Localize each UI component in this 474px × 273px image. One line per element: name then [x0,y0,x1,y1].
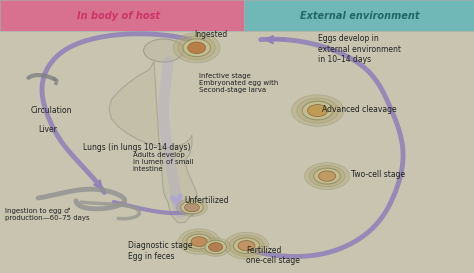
Ellipse shape [308,105,328,117]
Ellipse shape [191,237,207,247]
FancyBboxPatch shape [244,0,474,31]
Circle shape [144,39,183,62]
Ellipse shape [181,201,203,214]
FancyBboxPatch shape [0,0,244,31]
Ellipse shape [224,232,269,259]
Text: Eggs develop in
external environment
in 10–14 days: Eggs develop in external environment in … [318,34,401,64]
Ellipse shape [184,203,200,212]
Ellipse shape [182,232,216,252]
Ellipse shape [297,98,338,123]
Text: Unfertilized: Unfertilized [185,196,229,205]
Ellipse shape [205,240,227,254]
Text: Fertilized
one-cell stage: Fertilized one-cell stage [246,245,301,265]
Ellipse shape [229,235,264,256]
Ellipse shape [188,42,206,54]
Ellipse shape [238,241,255,251]
Text: Infective stage
Embryonated egg with
Second-stage larva: Infective stage Embryonated egg with Sec… [199,73,278,93]
Polygon shape [109,61,197,222]
Ellipse shape [178,36,215,60]
Ellipse shape [292,95,344,126]
Ellipse shape [187,234,211,249]
Ellipse shape [319,171,336,181]
Text: Ingestion to egg ♂
production—60–75 days: Ingestion to egg ♂ production—60–75 days [5,208,90,221]
Ellipse shape [233,238,260,254]
Ellipse shape [209,243,223,251]
Ellipse shape [309,165,345,187]
Ellipse shape [177,199,207,216]
Ellipse shape [201,238,230,256]
Ellipse shape [178,229,220,254]
Text: Lungs (in lungs 10–14 days): Lungs (in lungs 10–14 days) [83,143,191,152]
Ellipse shape [304,163,350,189]
Text: Adults develop
in lumen of small
intestine: Adults develop in lumen of small intesti… [133,152,193,173]
Ellipse shape [183,39,210,57]
Ellipse shape [314,168,340,184]
Ellipse shape [173,33,220,63]
Text: Ingested: Ingested [194,30,228,38]
Text: External environment: External environment [301,11,420,21]
Text: In body of host: In body of host [77,11,160,21]
Text: Liver: Liver [38,125,57,134]
Text: Two-cell stage: Two-cell stage [351,170,405,179]
Text: Advanced cleavage: Advanced cleavage [322,105,397,114]
Ellipse shape [302,101,333,120]
Text: Circulation: Circulation [31,106,73,115]
Text: Diagnostic stage
Egg in feces: Diagnostic stage Egg in feces [128,241,192,261]
